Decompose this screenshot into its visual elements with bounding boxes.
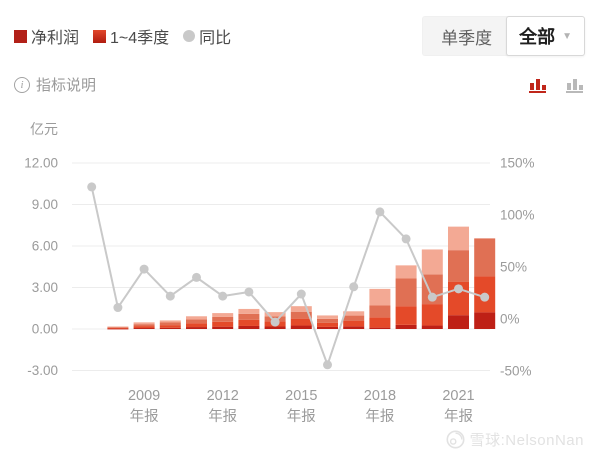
legend-item-net-profit[interactable]: 净利润 bbox=[14, 24, 79, 48]
yoy-point-2022[interactable] bbox=[480, 292, 490, 302]
legend-net-profit-label: 净利润 bbox=[31, 30, 80, 47]
left-axis-tick: 6.00 bbox=[32, 239, 58, 254]
yoy-point-2019[interactable] bbox=[401, 234, 411, 244]
x-axis-year-label: 2009 bbox=[128, 388, 160, 404]
left-axis-tick: -3.00 bbox=[27, 363, 58, 378]
quarters-swatch-icon bbox=[93, 29, 107, 43]
indicator-info-link[interactable]: i 指标说明 bbox=[14, 74, 96, 95]
chart-type-toggle bbox=[527, 74, 585, 95]
yoy-point-2014[interactable] bbox=[270, 317, 280, 327]
bar-2020[interactable] bbox=[421, 249, 443, 329]
left-axis-tick: 9.00 bbox=[32, 197, 58, 212]
x-axis-year-label: 2015 bbox=[285, 388, 317, 404]
net-profit-swatch-icon bbox=[14, 29, 27, 43]
legend-yoy-label: 同比 bbox=[199, 30, 232, 47]
bar-2022[interactable] bbox=[474, 238, 496, 329]
yoy-point-2010[interactable] bbox=[165, 291, 175, 301]
x-axis-year-label: 2018 bbox=[364, 388, 396, 404]
yoy-point-2016[interactable] bbox=[323, 360, 332, 370]
xueqiu-logo-icon bbox=[446, 430, 465, 449]
bar-2013[interactable] bbox=[238, 308, 260, 329]
all-period-dropdown[interactable]: 全部 ▼ bbox=[506, 16, 585, 56]
x-axis-report-label: 年报 bbox=[130, 408, 159, 425]
bar-chart-inactive-icon[interactable] bbox=[564, 74, 585, 95]
watermark-text: 雪球:NelsonNan bbox=[469, 432, 584, 449]
left-axis-tick: 12.00 bbox=[24, 156, 58, 171]
yoy-point-2017[interactable] bbox=[349, 282, 359, 292]
right-axis-tick: 100% bbox=[500, 208, 535, 223]
yoy-point-2015[interactable] bbox=[296, 289, 306, 299]
legend-item-yoy[interactable]: 同比 bbox=[183, 24, 231, 48]
bar-2018[interactable] bbox=[369, 288, 391, 329]
yoy-point-2018[interactable] bbox=[375, 207, 385, 217]
svg-text:亿元: 亿元 bbox=[30, 121, 58, 137]
chart-area: 亿元 12.00 9.00 6.00 3.00 0.00 -3.00 150% 100% 50% 0… bbox=[0, 110, 600, 440]
yoy-point-2009[interactable] bbox=[139, 264, 149, 274]
single-quarter-button[interactable]: 单季度 bbox=[422, 16, 513, 56]
legend-quarters-label: 1~4季度 bbox=[110, 30, 170, 47]
x-axis-report-label: 年报 bbox=[208, 408, 237, 425]
legend-item-quarters[interactable]: 1~4季度 bbox=[93, 24, 169, 48]
watermark: 雪球:NelsonNan bbox=[446, 429, 584, 450]
bar-2015[interactable] bbox=[290, 306, 312, 329]
right-axis-tick: -50% bbox=[500, 364, 532, 379]
x-axis-report-label: 年报 bbox=[365, 408, 394, 425]
bar-2009[interactable] bbox=[133, 322, 155, 329]
left-axis-tick: 0.00 bbox=[32, 322, 58, 337]
all-period-label: 全部 bbox=[519, 27, 556, 47]
bar-2016[interactable] bbox=[317, 315, 338, 329]
bar-2017[interactable] bbox=[343, 311, 365, 329]
bar-chart-active-icon[interactable] bbox=[527, 74, 548, 95]
period-segmented-control: 单季度 全部 ▼ bbox=[422, 16, 585, 56]
right-axis-tick: 50% bbox=[500, 260, 527, 275]
right-axis-tick: 0% bbox=[500, 312, 520, 327]
x-axis-report-label: 年报 bbox=[444, 408, 473, 425]
yoy-dot-icon bbox=[183, 30, 196, 42]
info-icon: i bbox=[14, 76, 30, 93]
indicator-info-label: 指标说明 bbox=[36, 77, 97, 94]
bar-2011[interactable] bbox=[186, 316, 207, 329]
left-axis-tick: 3.00 bbox=[32, 280, 58, 295]
bar-2008[interactable] bbox=[107, 326, 129, 330]
x-axis-year-label: 2021 bbox=[442, 388, 474, 404]
yoy-point-2012[interactable] bbox=[218, 291, 228, 301]
yoy-point-2008[interactable] bbox=[113, 303, 123, 313]
bar-2021[interactable] bbox=[448, 226, 469, 329]
yoy-point-2007[interactable] bbox=[87, 182, 97, 192]
yoy-point-2013[interactable] bbox=[244, 287, 254, 297]
yoy-line bbox=[90, 186, 486, 368]
yoy-point-2020[interactable] bbox=[427, 292, 437, 302]
yoy-point-2021[interactable] bbox=[454, 284, 463, 294]
yoy-point-2011[interactable] bbox=[192, 272, 201, 282]
bar-2010[interactable] bbox=[159, 320, 181, 329]
chevron-down-icon: ▼ bbox=[562, 30, 572, 42]
profit-chart: 亿元 12.00 9.00 6.00 3.00 0.00 -3.00 150% 100% 50% 0… bbox=[24, 121, 535, 425]
x-axis-report-label: 年报 bbox=[287, 408, 316, 425]
single-quarter-label: 单季度 bbox=[441, 28, 493, 48]
bar-2012[interactable] bbox=[212, 313, 234, 329]
x-axis-year-label: 2012 bbox=[207, 388, 239, 404]
bar-2019[interactable] bbox=[395, 265, 417, 329]
right-axis-tick: 150% bbox=[500, 156, 535, 171]
chart-legend: 净利润 1~4季度 同比 bbox=[14, 24, 231, 48]
